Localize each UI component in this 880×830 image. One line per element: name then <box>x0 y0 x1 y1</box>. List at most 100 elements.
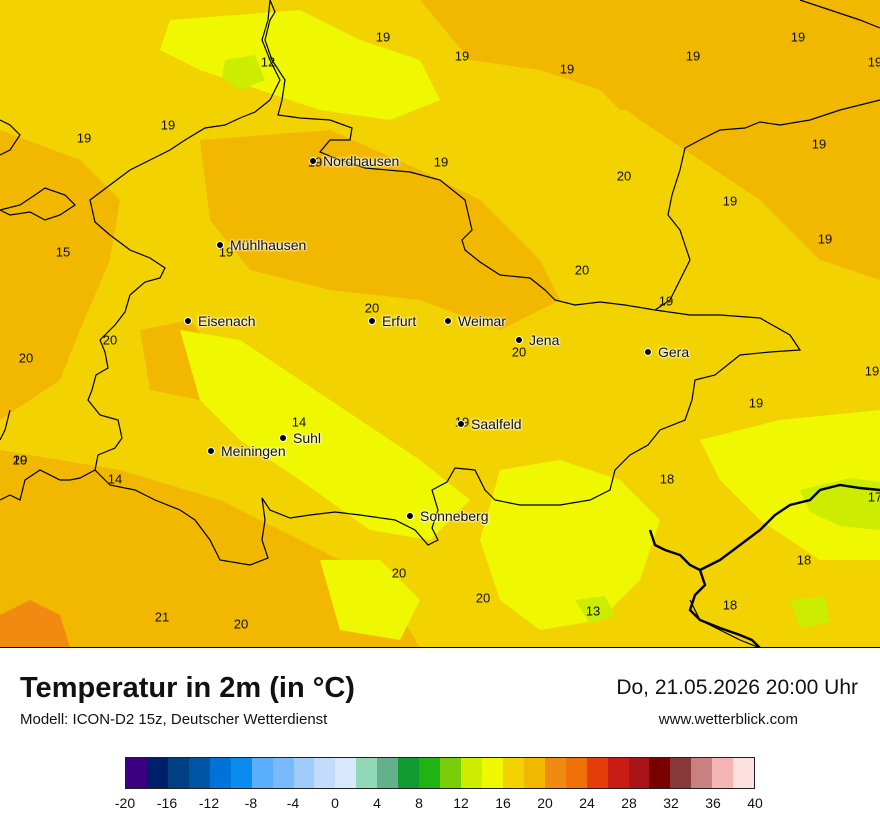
temperature-value-label: 19 <box>748 395 764 411</box>
legend-swatch <box>649 758 671 788</box>
city-name: Eisenach <box>198 312 256 329</box>
city-name: Weimar <box>458 312 506 329</box>
temperature-value-label: 19 <box>160 117 176 133</box>
temperature-value-label: 19 <box>76 130 92 146</box>
city-marker-jena: Jena <box>515 331 559 349</box>
legend-swatch <box>607 758 629 788</box>
legend-tick-label: -4 <box>286 795 300 811</box>
city-dot-icon <box>279 433 287 442</box>
city-marker-saalfeld: Saalfeld <box>457 415 522 433</box>
legend-swatch <box>544 758 566 788</box>
legend-swatch <box>461 758 482 788</box>
legend-tick-label: 20 <box>537 795 553 811</box>
color-legend <box>125 757 755 789</box>
legend-swatch <box>377 758 399 788</box>
legend-swatch <box>502 758 524 788</box>
temperature-value-label: 17 <box>867 489 880 505</box>
city-dot-icon <box>444 316 452 325</box>
website-link[interactable]: www.wetterblick.com <box>658 711 798 728</box>
city-marker-weimar: Weimar <box>444 312 506 330</box>
legend-tick-label: 4 <box>373 795 381 811</box>
city-marker-sonneberg: Sonneberg <box>406 507 489 525</box>
legend-tick-label: 24 <box>579 795 595 811</box>
city-dot-icon <box>216 240 224 249</box>
temperature-value-label: 20 <box>12 452 28 468</box>
city-marker-eisenach: Eisenach <box>184 312 256 330</box>
city-dot-icon <box>457 419 465 428</box>
legend-swatch <box>565 758 587 788</box>
model-subtitle: Modell: ICON-D2 15z, Deutscher Wetterdie… <box>20 711 328 728</box>
temperature-value-label: 19 <box>811 136 827 152</box>
temperature-value-label: 15 <box>55 244 71 260</box>
temperature-value-label: 19 <box>790 29 806 45</box>
city-name: Nordhausen <box>323 152 400 169</box>
legend-tick-label: 8 <box>415 795 423 811</box>
temperature-value-label: 19 <box>685 48 701 64</box>
forecast-datetime: Do, 21.05.2026 20:00 Uhr <box>616 676 858 699</box>
legend-tick-label: 0 <box>331 795 339 811</box>
legend-swatch <box>272 758 294 788</box>
temperature-value-label: 18 <box>659 471 675 487</box>
legend-swatch <box>335 758 357 788</box>
city-dot-icon <box>515 335 523 344</box>
temperature-value-label: 21 <box>154 609 170 625</box>
legend-swatch <box>167 758 189 788</box>
legend-swatch <box>209 758 231 788</box>
city-marker-nordhausen: Nordhausen <box>309 152 399 170</box>
temperature-value-label: 18 <box>722 597 738 613</box>
city-marker-meiningen: Meiningen <box>207 442 286 460</box>
city-dot-icon <box>368 316 376 325</box>
national-border <box>648 529 761 647</box>
cool-zones <box>160 10 880 640</box>
city-name: Gera <box>658 343 690 360</box>
city-name: Erfurt <box>382 312 417 329</box>
legend-tick-label: -16 <box>156 795 178 811</box>
legend-swatch <box>146 758 168 788</box>
legend-swatch <box>440 758 461 788</box>
temperature-value-label: 19 <box>375 29 391 45</box>
legend-tick-label: 28 <box>621 795 637 811</box>
state-borders <box>0 0 880 647</box>
city-name: Saalfeld <box>471 415 522 432</box>
legend-swatch <box>356 758 378 788</box>
temperature-value-label: 13 <box>585 603 601 619</box>
legend-swatch <box>523 758 545 788</box>
map-fields <box>0 0 880 647</box>
city-marker-suhl: Suhl <box>279 429 321 447</box>
city-marker-gera: Gera <box>644 343 689 361</box>
temperature-value-label: 20 <box>616 168 632 184</box>
legend-swatch <box>419 758 441 788</box>
legend-swatch <box>670 758 692 788</box>
national-border-east <box>699 483 880 572</box>
temperature-value-label: 20 <box>475 590 491 606</box>
temperature-value-label: 14 <box>291 414 307 430</box>
city-name: Jena <box>529 331 560 348</box>
warm-zones <box>0 0 880 647</box>
legend-tick-label: 16 <box>495 795 511 811</box>
legend-swatch <box>251 758 273 788</box>
temperature-value-label: 12 <box>260 54 276 70</box>
temperature-value-label: 19 <box>722 193 738 209</box>
city-dot-icon <box>184 316 192 325</box>
legend-swatch <box>481 758 503 788</box>
temperature-value-label: 19 <box>658 293 674 309</box>
temperature-value-label: 18 <box>796 552 812 568</box>
city-dot-icon <box>644 347 652 356</box>
legend-swatch <box>126 758 147 788</box>
city-name: Meiningen <box>221 442 286 459</box>
legend-swatch <box>314 758 336 788</box>
city-dot-icon <box>309 156 317 165</box>
legend-tick-label: -20 <box>114 795 136 811</box>
temperature-value-label: 19 <box>454 48 470 64</box>
legend-swatch <box>293 758 315 788</box>
temperature-value-label: 20 <box>574 262 590 278</box>
legend-tick-label: 12 <box>453 795 469 811</box>
temperature-value-label: 19 <box>433 154 449 170</box>
city-name: Mühlhausen <box>230 236 307 253</box>
temperature-value-label: 20 <box>391 565 407 581</box>
temperature-value-label: 20 <box>233 616 249 632</box>
temperature-value-label: 20 <box>511 344 527 360</box>
legend-swatch <box>712 758 734 788</box>
temperature-value-label: 20 <box>364 300 380 316</box>
legend-tick-label: 40 <box>747 795 763 811</box>
